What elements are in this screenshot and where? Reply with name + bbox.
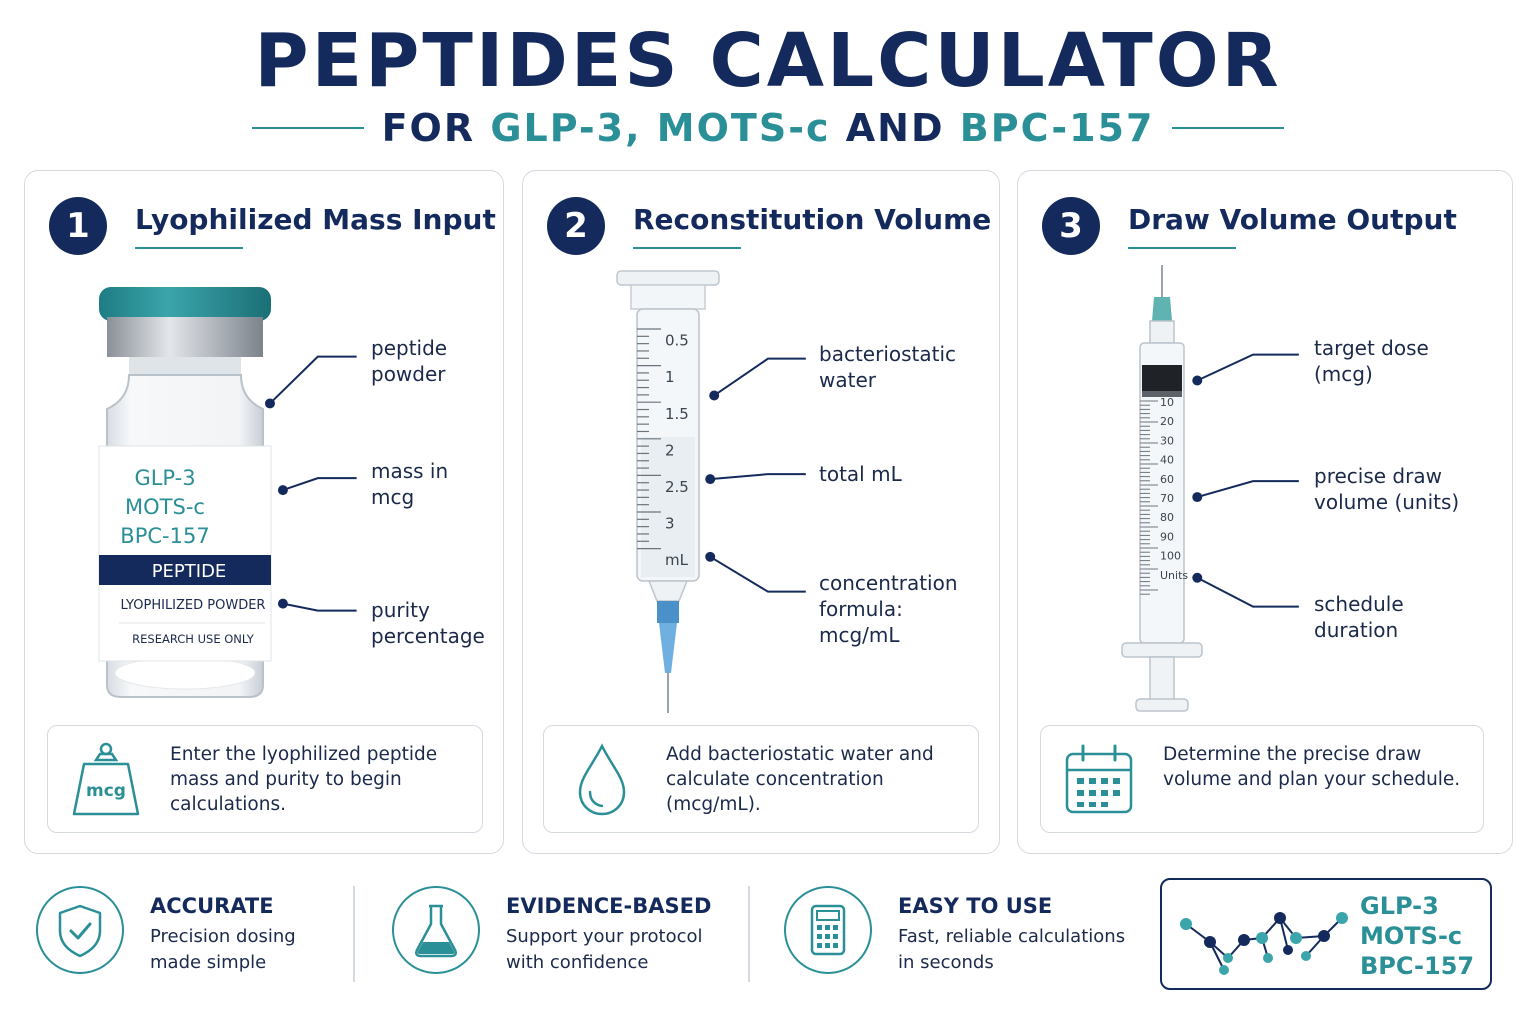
feature-accurate-badge [36,886,124,974]
peptide-names-box: GLP-3 MOTS-c BPC-157 [1160,878,1492,990]
feature-evidence-badge [392,886,480,974]
card-lyophilized-mass: 1 Lyophilized Mass Input GLP-3 MOTS-c BP… [24,170,504,854]
insulin-scale-label: 20 [1160,415,1174,428]
syringe-scale-label: 3 [665,515,675,533]
info-box-step-2: Add bacteriostatic water and calculate c… [543,725,979,833]
label-total-ml: total mL [819,462,902,486]
insulin-scale-label: 40 [1160,454,1174,467]
calendar-icon [1065,744,1133,814]
subtitle-row: FOR GLP-3, MOTS-c AND BPC-157 [0,104,1536,152]
page-subtitle: FOR GLP-3, MOTS-c AND BPC-157 [382,106,1155,150]
insulin-scale-label: 10 [1160,396,1174,409]
syringe-scale-label: 2.5 [665,478,689,496]
card-reconstitution-volume: 2 Reconstitution Volume 0.5 1 1.5 2 2.5 3 mL b… [522,170,1000,854]
feature-divider-1 [353,886,355,982]
step-number-3: 3 [1042,197,1100,255]
molecule-icon [1180,912,1348,975]
info-text-step-1: Enter the lyophilized peptide mass and p… [170,744,438,815]
insulin-scale-label: 70 [1160,492,1174,505]
syringe-scale-label: 2 [665,441,675,459]
subtitle-prefix: FOR [381,106,476,150]
feature-accurate-title: ACCURATE [150,894,274,918]
vial-notice-text: RESEARCH USE ONLY [132,632,255,646]
peptide-name-bpc: BPC-157 [1360,952,1475,980]
label-purity-percentage: purity percentage [371,598,485,648]
step-number-1: 1 [49,197,107,255]
vial-label-bpc: BPC-157 [120,524,209,548]
step-title-2: Reconstitution Volume [633,203,992,236]
step-underline-3 [1128,247,1236,249]
step-underline-2 [633,247,741,249]
feature-accurate: ACCURATE Precision dosing made simple [36,880,336,984]
step-title-3: Draw Volume Output [1128,203,1457,236]
vial-band-text: PEPTIDE [152,561,227,582]
mcg-weight-icon: mcg [72,742,140,816]
feature-evidence-text: Support your protocol with confidence [506,926,703,973]
feature-divider-2 [748,886,750,982]
calculator-icon [810,904,846,956]
feature-easy-badge [784,886,872,974]
subtitle-and: AND [845,106,945,150]
label-target-dose: target dose (mcg) [1314,336,1429,386]
feature-evidence-based: EVIDENCE-BASED Support your protocol wit… [392,880,732,984]
subtitle-rule-left [251,127,364,129]
label-mass-in-mcg: mass in mcg [371,459,449,509]
insulin-scale-label: 30 [1160,434,1174,447]
info-text-step-3: Determine the precise draw volume and pl… [1163,744,1461,790]
info-text-step-2: Add bacteriostatic water and calculate c… [666,744,934,815]
syringe-scale-label: 0.5 [665,332,689,350]
step-number-2: 2 [547,197,605,255]
card-draw-volume-output: 3 Draw Volume Output 10 20 30 40 60 70 80 90 100… [1017,170,1513,854]
label-peptide-powder: peptide powder [371,336,448,386]
peptide-name-mots: MOTS-c [1360,922,1463,950]
info-box-step-3: Determine the precise draw volume and pl… [1040,725,1484,833]
syringe-scale-label: 1 [665,368,675,386]
insulin-scale-label: 80 [1160,511,1174,524]
peptide-name-glp3: GLP-3 [1360,892,1439,920]
insulin-syringe-illustration: 10 20 30 40 60 70 80 90 100 Units [1121,265,1203,712]
vial-label-mots: MOTS-c [125,495,205,519]
mcg-icon-text: mcg [86,781,126,801]
feature-accurate-text: Precision dosing made simple [150,926,296,973]
feature-evidence-title: EVIDENCE-BASED [506,894,712,918]
label-precise-draw-volume: precise draw volume (units) [1314,464,1460,514]
flask-icon [414,904,458,958]
insulin-scale-label: 100 [1160,550,1181,563]
subtitle-rule-right [1172,127,1285,129]
vial-form-text: LYOPHILIZED POWDER [121,598,266,613]
feature-easy-to-use: EASY TO USE Fast, reliable calculations … [784,880,1144,984]
syringe-scale-label: 1.5 [665,405,689,423]
insulin-scale-label: 90 [1160,530,1174,543]
feature-easy-text: Fast, reliable calculations in seconds [898,926,1126,973]
insulin-scale-label: Units [1160,569,1188,582]
subtitle-peptide-3: BPC-157 [959,106,1155,150]
subtitle-peptide-1: GLP-3, [490,106,642,150]
feature-easy-title: EASY TO USE [898,894,1053,918]
insulin-scale-label: 60 [1160,473,1174,486]
step-title-1: Lyophilized Mass Input [135,203,496,236]
shield-check-icon [58,904,102,958]
vial-label-glp3: GLP-3 [134,466,195,490]
label-bacteriostatic-water: bacteriostatic water [819,342,957,392]
reconstitution-syringe-illustration: 0.5 1 1.5 2 2.5 3 mL [616,270,720,713]
water-drop-icon [578,743,626,816]
label-concentration-formula: concentration formula: mcg/mL [819,571,958,647]
peptide-vial-illustration: GLP-3 MOTS-c BPC-157 PEPTIDE LYOPHILIZED… [98,287,272,698]
label-schedule-duration: schedule duration [1314,592,1404,642]
step-underline-1 [135,247,243,249]
info-box-step-1: mcg Enter the lyophilized peptide mass a… [47,725,483,833]
subtitle-peptide-2: MOTS-c [656,106,831,150]
syringe-scale-label: mL [665,551,689,569]
page-title: PEPTIDES CALCULATOR [254,18,1282,104]
